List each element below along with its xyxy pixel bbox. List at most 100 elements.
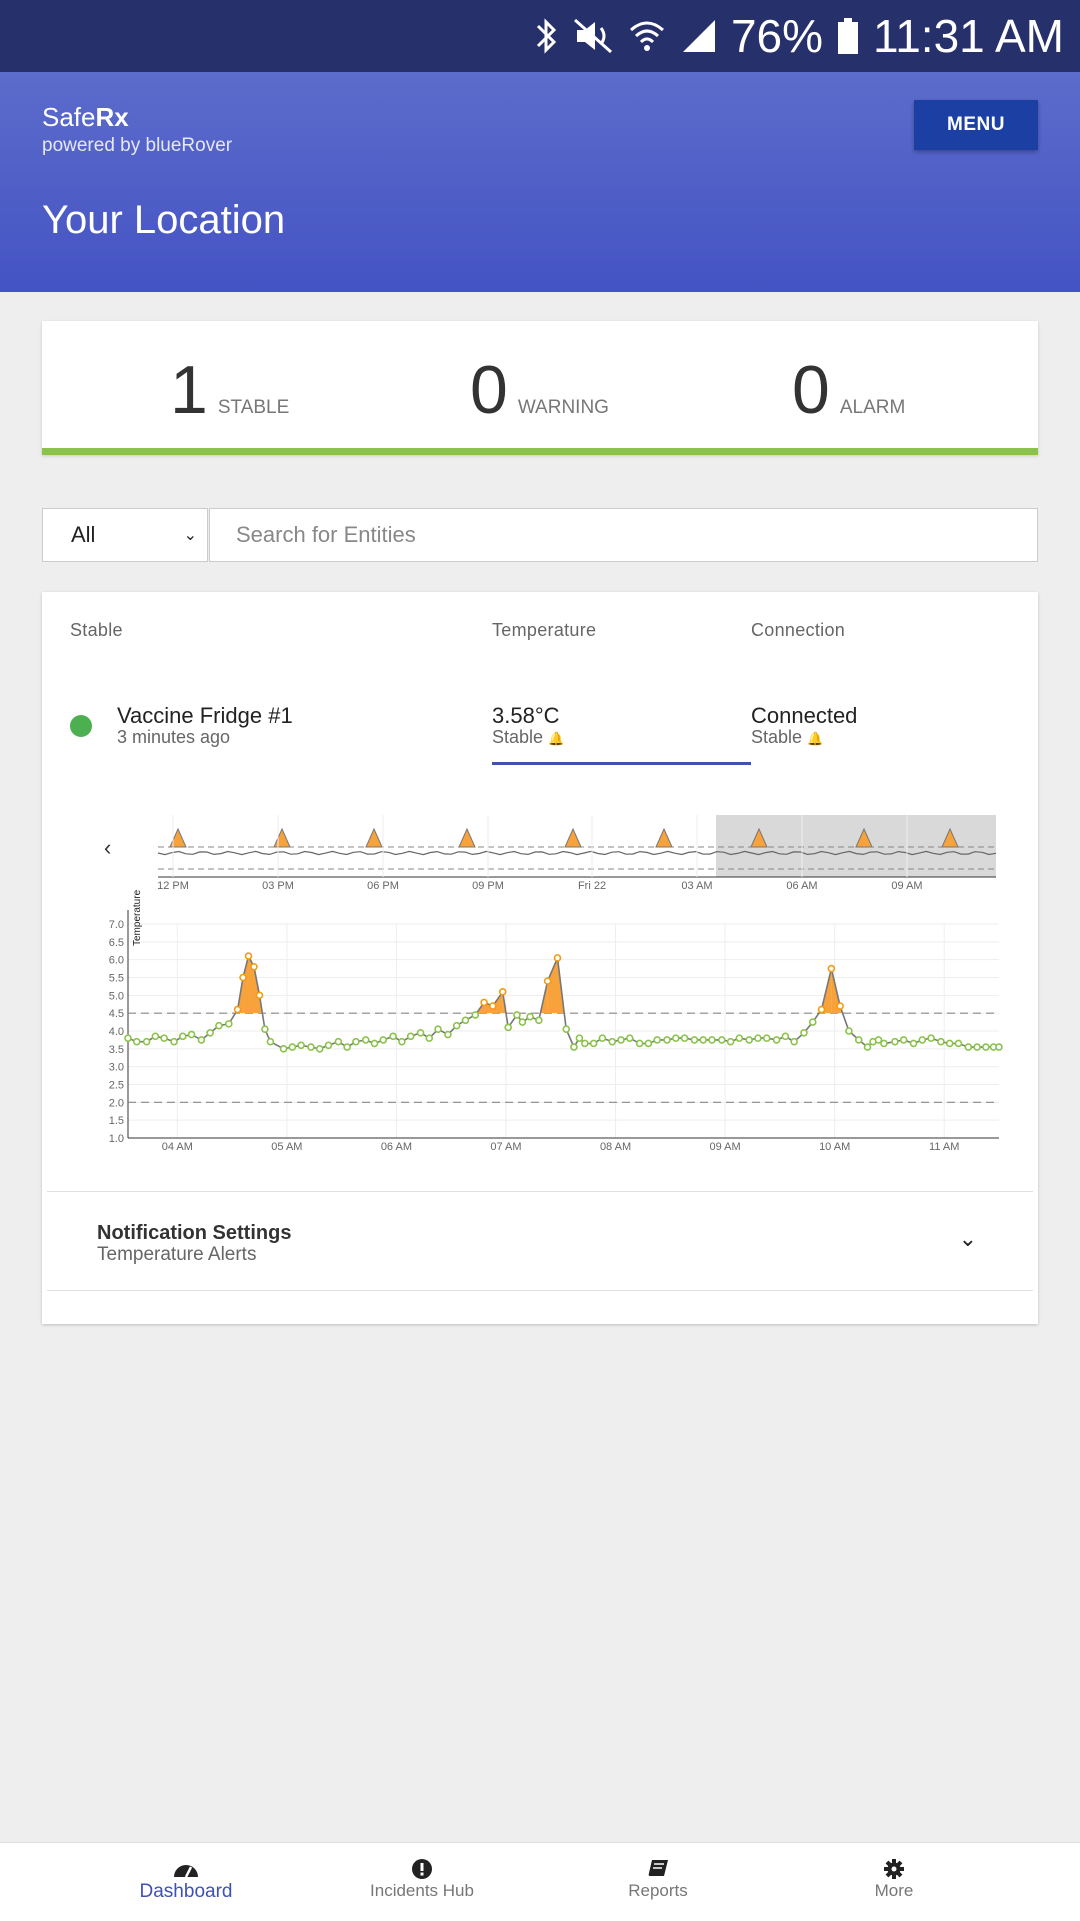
data-point — [197, 1036, 206, 1044]
navigator-spike — [365, 827, 383, 848]
data-point — [982, 1043, 990, 1051]
data-point — [570, 1043, 578, 1051]
data-point — [160, 1034, 168, 1042]
y-tick-label: 5.5 — [109, 973, 124, 985]
entity-updated: 3 minutes ago — [117, 727, 231, 747]
bluetooth-icon — [536, 18, 557, 54]
filter-selected-value: All — [71, 522, 96, 547]
data-point — [827, 964, 836, 973]
data-point — [625, 1034, 634, 1042]
nav-reports[interactable]: Reports — [558, 1843, 758, 1921]
y-tick-label: 4.5 — [109, 1008, 124, 1020]
data-point — [151, 1032, 160, 1041]
alert-area — [243, 956, 249, 1014]
x-tick-label: 05 AM — [271, 1141, 302, 1153]
data-point — [653, 1036, 661, 1044]
data-point — [854, 1036, 863, 1044]
filter-dropdown[interactable]: All ⌄ — [42, 508, 208, 562]
bottom-navigation: Dashboard Incidents Hub Reports More — [0, 1842, 1080, 1921]
navigator-spike — [458, 827, 476, 848]
nav-reports-label: Reports — [628, 1881, 688, 1900]
data-point — [452, 1021, 461, 1030]
notification-settings[interactable]: Notification Settings Temperature Alerts… — [47, 1191, 1033, 1291]
connection-value[interactable]: Connected — [751, 703, 858, 728]
y-tick-label: 4.0 — [109, 1026, 124, 1038]
connection-status: Stable 🔔 — [751, 727, 823, 748]
brand-regular: Safe — [42, 102, 96, 132]
data-point — [671, 1034, 680, 1042]
nav-dashboard[interactable]: Dashboard — [86, 1843, 286, 1921]
data-point — [845, 1027, 853, 1035]
search-input[interactable] — [209, 508, 1038, 562]
navigator-spike — [855, 827, 873, 848]
x-tick-label: 08 AM — [600, 1141, 631, 1153]
notification-title: Notification Settings — [97, 1222, 292, 1244]
status-bar: 76% 11:31 AM — [0, 0, 1080, 72]
data-point — [635, 1039, 644, 1048]
alert-area — [547, 957, 558, 1014]
gear-icon — [884, 1859, 904, 1879]
y-tick-label: 6.5 — [109, 937, 124, 949]
column-header-temperature: Temperature — [492, 620, 597, 640]
data-point — [518, 1018, 527, 1026]
data-point — [142, 1037, 151, 1046]
data-point — [790, 1037, 798, 1046]
data-point — [178, 1032, 187, 1041]
data-point — [244, 952, 253, 960]
stable-count-value: 1 — [170, 352, 208, 428]
temperature-chart[interactable]: 12 PM 03 PM 06 PM 09 PM Fri 22 03 AM 06 AM 09 A… — [42, 592, 1038, 1192]
entity-name: Vaccine Fridge #1 — [117, 703, 293, 728]
data-point — [808, 1018, 817, 1026]
data-point — [891, 1037, 899, 1046]
alert-area — [248, 956, 254, 1014]
brand-tagline: powered by blueRover — [42, 135, 233, 156]
chevron-down-icon[interactable]: ⌄ — [958, 1226, 977, 1251]
column-header-connection: Connection — [751, 620, 846, 640]
bell-icon: 🔔 — [807, 731, 824, 746]
data-point — [608, 1037, 617, 1046]
data-point — [416, 1028, 425, 1037]
chart-navigator[interactable]: 12 PM 03 PM 06 PM 09 PM Fri 22 03 AM 06 AM 09 A… — [157, 815, 997, 892]
data-point — [255, 991, 264, 1000]
chart-main: 7.0 6.5 6.0 5.5 5.0 4.5 4.0 3.5 3.0 2.5 2.0 1.5 1.0 0… — [109, 889, 1003, 1153]
data-point — [124, 1034, 132, 1042]
nav-incidents-hub[interactable]: Incidents Hub — [322, 1843, 522, 1921]
data-point — [699, 1036, 707, 1044]
data-point — [461, 1016, 470, 1025]
navigator-tick-label: 09 AM — [891, 880, 922, 892]
data-point — [526, 1012, 534, 1021]
nav-more[interactable]: More — [794, 1843, 994, 1921]
data-point — [680, 1034, 689, 1042]
y-tick-label: 7.0 — [109, 919, 124, 931]
y-tick-label: 1.5 — [109, 1115, 124, 1127]
signal-icon — [682, 20, 715, 52]
data-point — [644, 1039, 653, 1048]
data-point — [918, 1036, 927, 1044]
column-header-status: Stable — [70, 620, 123, 640]
exclamation-icon — [412, 1859, 432, 1879]
data-point — [498, 987, 507, 996]
status-dot — [70, 715, 92, 737]
data-point — [937, 1037, 945, 1046]
data-point — [781, 1032, 790, 1041]
data-point — [973, 1043, 981, 1051]
warning-count: 0 WARNING — [470, 351, 609, 429]
y-tick-label: 3.5 — [109, 1044, 124, 1056]
temperature-status: Stable 🔔 — [492, 727, 564, 748]
data-point — [800, 1028, 808, 1037]
data-point — [297, 1041, 305, 1050]
chevron-left-icon[interactable]: ‹ — [104, 835, 112, 860]
data-point — [398, 1037, 406, 1046]
data-point — [206, 1028, 214, 1037]
warning-count-value: 0 — [470, 352, 508, 428]
data-point — [504, 1023, 512, 1032]
data-point — [215, 1021, 223, 1030]
data-point — [250, 962, 258, 971]
x-tick-label: 06 AM — [381, 1141, 412, 1153]
data-point — [874, 1036, 883, 1044]
y-tick-label: 6.0 — [109, 955, 124, 967]
menu-button[interactable]: MENU — [914, 100, 1038, 150]
app-header: SafeRx powered by blueRover MENU Your Lo… — [0, 72, 1080, 292]
status-icons: 76% 11:31 AM — [533, 0, 1064, 72]
temperature-value[interactable]: 3.58°C — [492, 703, 560, 728]
